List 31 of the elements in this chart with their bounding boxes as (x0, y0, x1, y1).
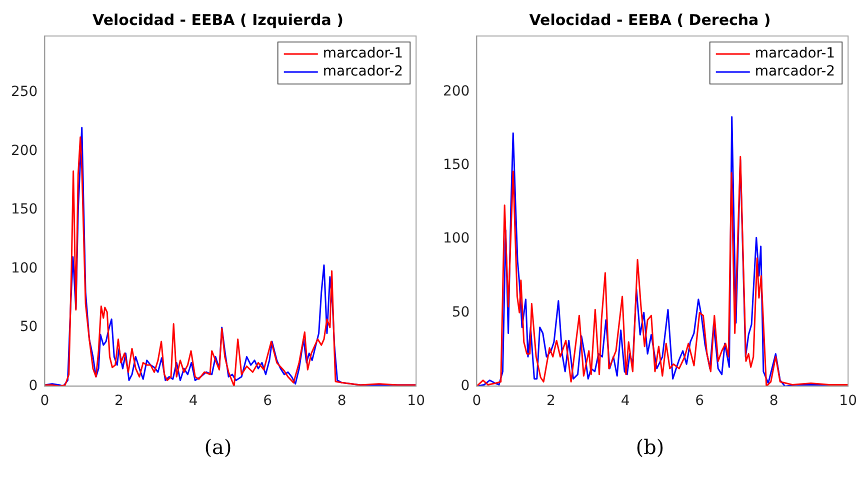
x-tick-label: 8 (337, 393, 346, 410)
y-tick-label: 100 (442, 230, 470, 247)
legend-label: marcador-2 (754, 64, 836, 80)
x-tick-label: 6 (695, 393, 704, 410)
legend-label: marcador-1 (322, 46, 404, 62)
x-tick-label: 0 (40, 393, 50, 410)
x-tick-label: 0 (472, 393, 482, 410)
y-tick-label: 50 (20, 319, 38, 336)
x-tick-label: 4 (188, 393, 198, 410)
y-tick-label: 150 (442, 157, 470, 174)
x-tick-label: 10 (407, 393, 426, 410)
text: (a) (204, 435, 232, 459)
y-tick-label: 250 (10, 84, 38, 100)
y-tick-label: 200 (10, 142, 38, 159)
x-tick-label: 8 (769, 393, 778, 410)
y-tick-label: 0 (28, 378, 38, 394)
y-tick-label: 50 (452, 304, 470, 320)
y-tick-label: 200 (442, 84, 470, 100)
text: (b) (636, 435, 664, 459)
x-tick-label: 10 (839, 393, 857, 410)
chart-title: Velocidad - EEBA ( Izquierda ) (92, 10, 344, 29)
x-tick-label: 4 (620, 393, 630, 410)
x-tick-label: 6 (263, 393, 272, 410)
x-tick-label: 2 (546, 393, 556, 410)
y-tick-label: 150 (10, 202, 38, 218)
legend-label: marcador-1 (754, 46, 836, 62)
chart-title: Velocidad - EEBA ( Derecha ) (529, 10, 771, 29)
y-tick-label: 100 (10, 260, 38, 276)
y-tick-label: 0 (460, 378, 470, 394)
legend-label: marcador-2 (322, 64, 404, 80)
x-tick-label: 2 (114, 393, 124, 410)
